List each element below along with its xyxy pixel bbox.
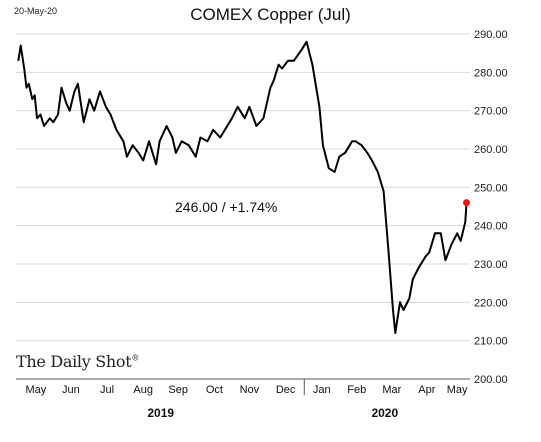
y-tick-label: 200.00 — [474, 374, 508, 386]
x-tick-label: Jan — [313, 384, 331, 396]
chart-title: COMEX Copper (Jul) — [190, 5, 351, 24]
last-price-point — [462, 199, 470, 207]
x-tick-label: May — [447, 384, 468, 396]
year-label: 2020 — [371, 406, 398, 420]
y-tick-label: 270.00 — [474, 106, 508, 118]
brand-text: The Daily Shot — [16, 352, 132, 371]
year-label: 2019 — [147, 406, 174, 420]
x-tick-label: Feb — [347, 384, 366, 396]
price-annotation: 246.00 / +1.74% — [175, 199, 278, 215]
x-tick-label: Jun — [62, 384, 80, 396]
x-tick-label: Nov — [240, 384, 260, 396]
y-tick-label: 220.00 — [474, 297, 508, 309]
brand-registered-mark: ® — [131, 353, 140, 363]
y-tick-label: 290.00 — [474, 29, 508, 41]
brand-logo: The Daily Shot® — [16, 352, 139, 371]
y-tick-label: 230.00 — [474, 259, 508, 271]
x-tick-label: Oct — [206, 384, 223, 396]
y-tick-label: 250.00 — [474, 182, 508, 194]
y-tick-label: 240.00 — [474, 221, 508, 233]
x-tick-label: Mar — [382, 384, 401, 396]
y-tick-label: 280.00 — [474, 67, 508, 79]
x-tick-label: Jul — [100, 384, 114, 396]
x-tick-label: Aug — [133, 384, 153, 396]
copper-price-line — [17, 40, 468, 334]
date-stamp: 20-May-20 — [14, 6, 58, 16]
x-tick-label: Dec — [276, 384, 296, 396]
x-tick-label: May — [25, 384, 46, 396]
y-tick-label: 210.00 — [474, 336, 508, 348]
x-tick-label: Apr — [418, 384, 435, 396]
x-tick-label: Sep — [168, 384, 188, 396]
y-tick-label: 260.00 — [474, 144, 508, 156]
